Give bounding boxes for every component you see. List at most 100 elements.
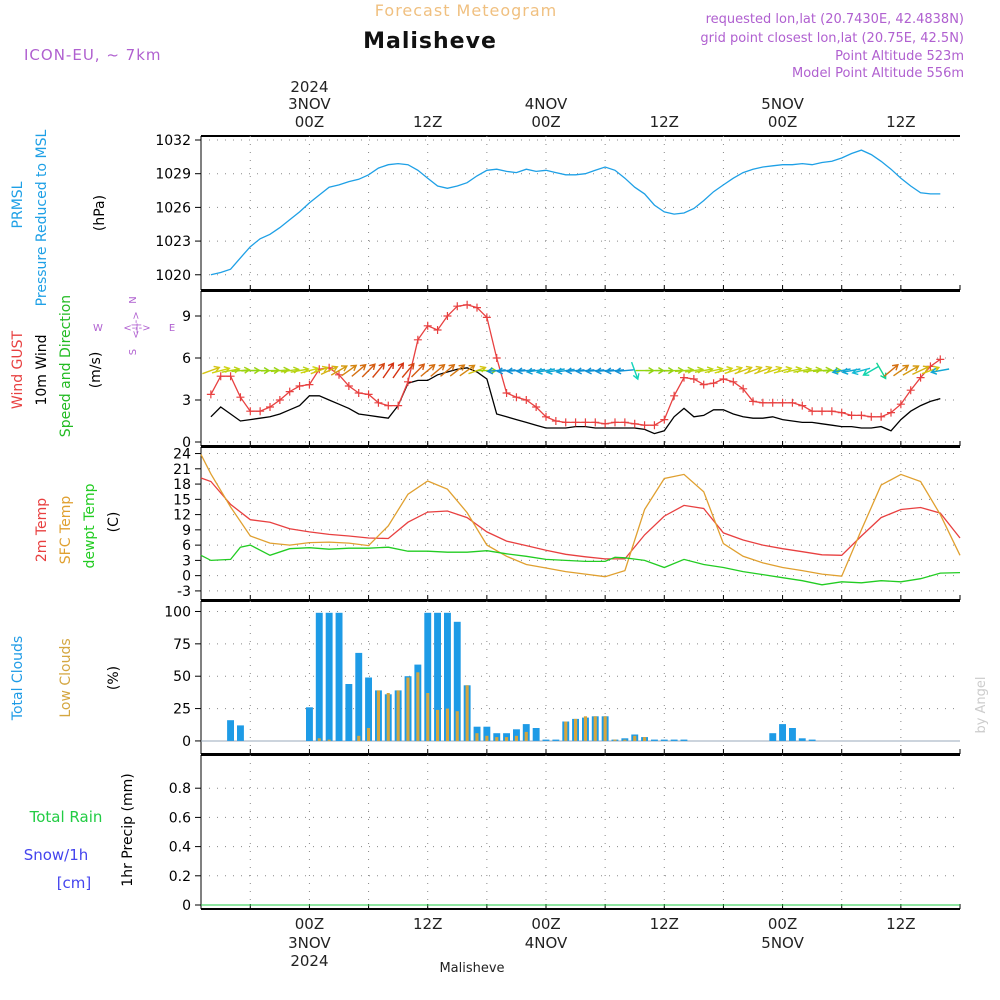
total-rain-label: Total Rain bbox=[29, 808, 103, 826]
bottom-year-label: 2024 bbox=[290, 952, 328, 970]
location-title: Malisheve bbox=[363, 29, 497, 54]
compass-rose: N <-|-> S W <-|-> E bbox=[93, 296, 175, 355]
total-clouds-bar bbox=[335, 612, 343, 741]
top-hour-label: 12Z bbox=[650, 113, 679, 131]
wind-gust-marker bbox=[364, 390, 373, 399]
compass-we-arrows: <-|-> bbox=[123, 323, 150, 334]
wind-direction-arrow bbox=[614, 367, 634, 375]
low-clouds-bar bbox=[465, 685, 469, 741]
wind-tick-label: 6 bbox=[182, 351, 191, 367]
low-clouds-bar bbox=[475, 733, 479, 741]
wind-gust-marker bbox=[768, 398, 777, 407]
wind-gust-marker bbox=[827, 407, 836, 416]
precip-tick-label: 0.6 bbox=[169, 810, 191, 826]
wind-gust-marker bbox=[532, 403, 541, 411]
wind-gust-marker bbox=[660, 415, 669, 424]
wind-gust-marker bbox=[778, 398, 787, 407]
wind-direction-arrow bbox=[930, 367, 950, 375]
total-clouds-bar bbox=[680, 739, 688, 741]
low-clouds-bar bbox=[327, 739, 331, 741]
total-clouds-bar bbox=[542, 739, 550, 741]
wind-direction-arrow bbox=[604, 367, 625, 375]
wind-gust-marker bbox=[896, 400, 905, 409]
top-date-label: 4NOV bbox=[525, 95, 568, 113]
wind-gust-marker bbox=[492, 354, 501, 362]
precip-tick-label: 0.2 bbox=[169, 869, 191, 885]
wind-gust-label: Wind GUST bbox=[10, 330, 26, 409]
wind-direction-arrow bbox=[714, 366, 734, 374]
wind-gust-marker bbox=[561, 418, 570, 427]
wind-gust-marker bbox=[453, 302, 462, 311]
wind-gust-marker bbox=[749, 397, 757, 406]
total-clouds-bar bbox=[315, 612, 323, 741]
total-clouds-bar bbox=[651, 739, 658, 741]
wind-speed-series-line bbox=[210, 367, 941, 435]
temperature-tick-label: -3 bbox=[177, 584, 191, 600]
wind-direction-arrow bbox=[734, 365, 753, 375]
wind-gust-marker bbox=[857, 411, 866, 420]
wind-gust-marker bbox=[305, 380, 314, 389]
wind-gust-marker bbox=[295, 382, 304, 390]
total-clouds-bar bbox=[424, 612, 432, 741]
wind-gust-marker bbox=[551, 417, 560, 425]
wind-gust-marker bbox=[670, 391, 679, 400]
wind-direction-arrow bbox=[392, 362, 405, 379]
low-clouds-bar bbox=[564, 721, 568, 741]
wind-gust-marker bbox=[226, 372, 235, 381]
total-clouds-bar bbox=[552, 739, 560, 741]
total-clouds-bar bbox=[660, 739, 668, 741]
wind-gust-marker bbox=[374, 398, 383, 407]
total-clouds-bar bbox=[365, 677, 372, 741]
wind-direction-arrow bbox=[320, 365, 339, 376]
wind-direction-arrow bbox=[584, 367, 605, 375]
temp-2m-series-line bbox=[200, 477, 961, 560]
model-label: ICON-EU, ~ 7km bbox=[24, 46, 162, 64]
wind-gust-marker bbox=[719, 375, 728, 383]
wind-direction-arrow bbox=[310, 365, 329, 375]
low-clouds-bar bbox=[514, 735, 518, 741]
wind-gust-marker bbox=[236, 393, 245, 402]
low-clouds-bar bbox=[613, 739, 617, 741]
low-clouds-bar bbox=[574, 718, 578, 741]
pressure-label-msl: Pressure Reduced to MSL bbox=[34, 129, 50, 306]
wind-gust-marker bbox=[758, 398, 767, 407]
wind-direction-arrow bbox=[803, 366, 823, 374]
wind-unit-label: (m/s) bbox=[88, 352, 104, 389]
total-clouds-bar bbox=[532, 728, 540, 741]
temperature-tick-label: 3 bbox=[182, 553, 191, 569]
wind-gust-marker bbox=[463, 300, 472, 309]
clouds-tick-label: 75 bbox=[173, 637, 191, 653]
clouds-tick-label: 0 bbox=[182, 734, 191, 750]
wind-direction-arrow bbox=[411, 363, 426, 378]
bottom-date-label: 3NOV bbox=[288, 934, 331, 952]
low-clouds-bar bbox=[633, 735, 637, 741]
total-clouds-bar bbox=[306, 707, 313, 741]
wind-gust-marker bbox=[354, 389, 363, 397]
compass-e-label: E bbox=[169, 323, 175, 334]
wind-direction-arrow bbox=[430, 363, 446, 377]
wind-direction-arrow bbox=[912, 365, 930, 376]
wind-gust-marker bbox=[818, 407, 826, 416]
wind-gust-series-line bbox=[210, 304, 941, 426]
wind-direction-arrow bbox=[565, 367, 585, 375]
total-clouds-bar bbox=[798, 738, 806, 741]
wind-direction-arrow bbox=[555, 367, 575, 375]
footer-location: Malisheve bbox=[439, 961, 504, 976]
total-clouds-bar bbox=[434, 612, 441, 741]
wind-gust-marker bbox=[216, 372, 225, 381]
total-clouds-bar bbox=[670, 739, 678, 741]
snow-unit-label: [cm] bbox=[57, 874, 92, 892]
wind-gust-marker bbox=[542, 412, 550, 421]
wind-direction-arrows bbox=[202, 361, 950, 381]
header: Forecast Meteogram Malisheve ICON-EU, ~ … bbox=[24, 1, 989, 976]
low-clouds-bar bbox=[643, 737, 647, 741]
wind-gust-marker bbox=[394, 401, 403, 410]
wind-direction-arrow bbox=[202, 365, 221, 375]
wind-direction-arrow bbox=[300, 366, 320, 374]
wind-gust-marker bbox=[808, 407, 817, 416]
wind-direction-arrow bbox=[883, 363, 899, 377]
wind-gust-marker bbox=[256, 407, 265, 416]
low-clouds-bar bbox=[406, 677, 410, 741]
